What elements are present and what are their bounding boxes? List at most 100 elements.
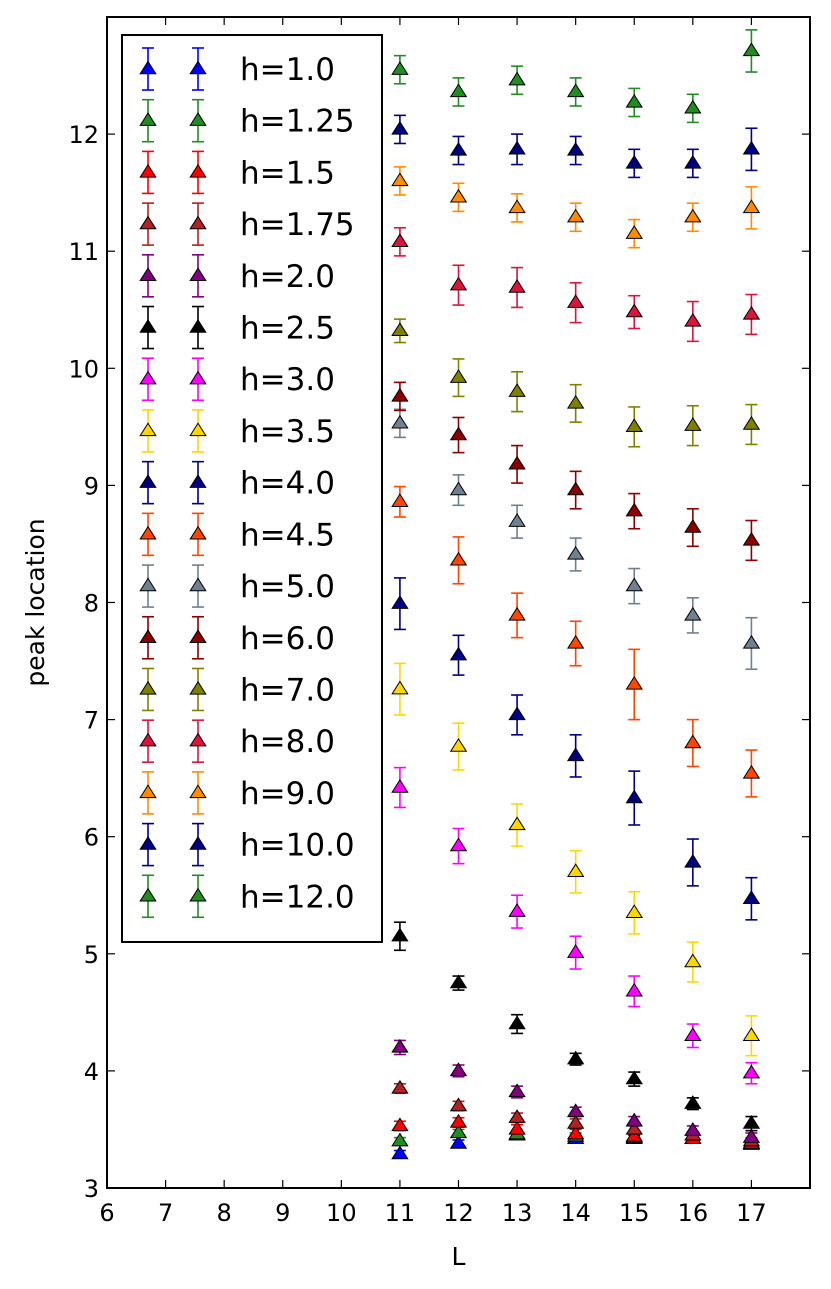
y-tick-label: 3 xyxy=(84,1175,99,1203)
x-tick-label: 13 xyxy=(502,1199,533,1227)
data-point xyxy=(566,863,585,878)
data-point xyxy=(625,904,643,919)
data-point xyxy=(684,1122,702,1136)
data-point xyxy=(566,944,585,958)
legend-label: h=2.0 xyxy=(240,259,335,295)
data-point xyxy=(508,903,526,917)
legend-marker xyxy=(139,318,157,333)
data-point xyxy=(684,1027,702,1041)
y-tick-label: 6 xyxy=(84,824,99,852)
data-point xyxy=(449,974,468,989)
legend-label: h=6.0 xyxy=(240,621,335,657)
legend-entry: h=6.0 xyxy=(139,615,335,660)
x-axis-label: L xyxy=(452,1242,466,1271)
ticks-layer: 6 7 8 9 10 11 12 13 14 15 16 17 3 4 5 6 7 8 9 10 11 12 xyxy=(68,17,810,1227)
data-point xyxy=(449,481,468,496)
legend-label: h=2.5 xyxy=(240,311,335,347)
x-tick-label: 14 xyxy=(560,1199,591,1227)
data-point xyxy=(566,394,585,409)
legend-entry: h=10.0 xyxy=(139,822,355,867)
series-h=9.0 xyxy=(391,166,761,249)
legend-marker xyxy=(189,422,207,437)
x-tick-label: 6 xyxy=(99,1199,114,1227)
y-tick-label: 7 xyxy=(84,707,99,735)
series-h=12.0 xyxy=(391,29,761,124)
data-point xyxy=(566,1125,585,1140)
data-point xyxy=(742,1064,761,1079)
legend-marker xyxy=(139,215,157,230)
legend-marker xyxy=(189,267,207,282)
legend-marker xyxy=(139,525,157,540)
legend-label: h=3.5 xyxy=(240,414,335,450)
legend-entry: h=12.0 xyxy=(139,874,355,919)
x-tick-label: 16 xyxy=(678,1199,709,1227)
data-point xyxy=(508,71,526,86)
x-tick-label: 11 xyxy=(385,1199,416,1227)
legend-entry: h=4.0 xyxy=(139,460,335,505)
data-point xyxy=(508,278,526,293)
legend-label: h=9.0 xyxy=(240,776,335,812)
legend-label: h=1.75 xyxy=(240,207,355,243)
legend-marker xyxy=(189,577,207,592)
data-point xyxy=(684,154,702,169)
data-point xyxy=(742,890,761,904)
legend-marker xyxy=(189,680,207,695)
data-point xyxy=(449,276,468,291)
data-point xyxy=(449,1097,468,1112)
data-point xyxy=(684,99,702,114)
x-tick-label: 15 xyxy=(619,1199,650,1227)
legend-marker xyxy=(139,112,157,126)
legend-marker xyxy=(189,163,207,178)
data-point xyxy=(449,1124,468,1139)
data-point xyxy=(508,140,526,155)
legend-entry: h=4.5 xyxy=(139,512,335,557)
data-point xyxy=(508,383,526,397)
data-point xyxy=(625,789,643,804)
data-point xyxy=(566,141,585,156)
legend-marker xyxy=(189,112,207,126)
series-h=3.0 xyxy=(391,766,761,1085)
series-h=3.5 xyxy=(391,662,761,1057)
data-point xyxy=(566,208,585,223)
data-point xyxy=(625,502,643,517)
legend-marker xyxy=(189,732,207,747)
series-h=5.0 xyxy=(391,408,761,671)
legend-entry: h=9.0 xyxy=(139,771,335,815)
data-point xyxy=(391,1117,409,1132)
series-h=6.0 xyxy=(391,381,761,562)
legend-marker xyxy=(139,60,157,75)
data-point xyxy=(391,1145,409,1160)
data-point xyxy=(449,646,468,661)
data-point xyxy=(625,1070,643,1085)
x-tick-label: 9 xyxy=(275,1199,290,1227)
data-point xyxy=(742,199,761,214)
legend-entry: h=5.0 xyxy=(139,564,335,608)
legend-marker xyxy=(189,318,207,333)
data-point xyxy=(391,778,409,793)
series-h=4.0 xyxy=(391,577,761,921)
series-h=7.0 xyxy=(391,318,761,448)
legend-label: h=10.0 xyxy=(240,828,355,864)
data-point xyxy=(684,853,702,868)
legend-marker xyxy=(189,887,207,902)
legend-marker xyxy=(189,474,207,488)
data-point xyxy=(391,61,409,75)
data-point xyxy=(449,426,468,441)
legend-marker xyxy=(189,784,207,799)
legend-label: h=1.0 xyxy=(240,52,335,88)
data-point xyxy=(625,93,643,108)
data-point xyxy=(625,154,643,169)
legend-marker xyxy=(139,680,157,695)
legend-label: h=12.0 xyxy=(240,879,355,915)
data-point xyxy=(625,982,643,997)
data-point xyxy=(625,1120,643,1135)
data-point xyxy=(566,481,585,496)
legend-marker xyxy=(139,784,157,799)
legend-marker xyxy=(189,215,207,230)
legend-marker xyxy=(139,887,157,902)
data-point xyxy=(391,1079,409,1094)
legend-entry: h=2.0 xyxy=(139,254,335,298)
legend-marker xyxy=(189,629,207,643)
data-point xyxy=(449,551,468,566)
legend-marker xyxy=(139,577,157,592)
